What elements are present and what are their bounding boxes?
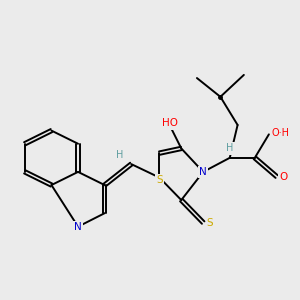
Text: HO: HO	[162, 118, 178, 128]
Text: S: S	[156, 175, 163, 185]
Text: H: H	[116, 150, 123, 160]
Text: N: N	[199, 167, 207, 177]
Text: H: H	[226, 143, 233, 153]
Text: O: O	[280, 172, 288, 182]
Text: N: N	[74, 222, 82, 232]
Text: S: S	[207, 218, 213, 228]
Text: O·H: O·H	[272, 128, 290, 138]
